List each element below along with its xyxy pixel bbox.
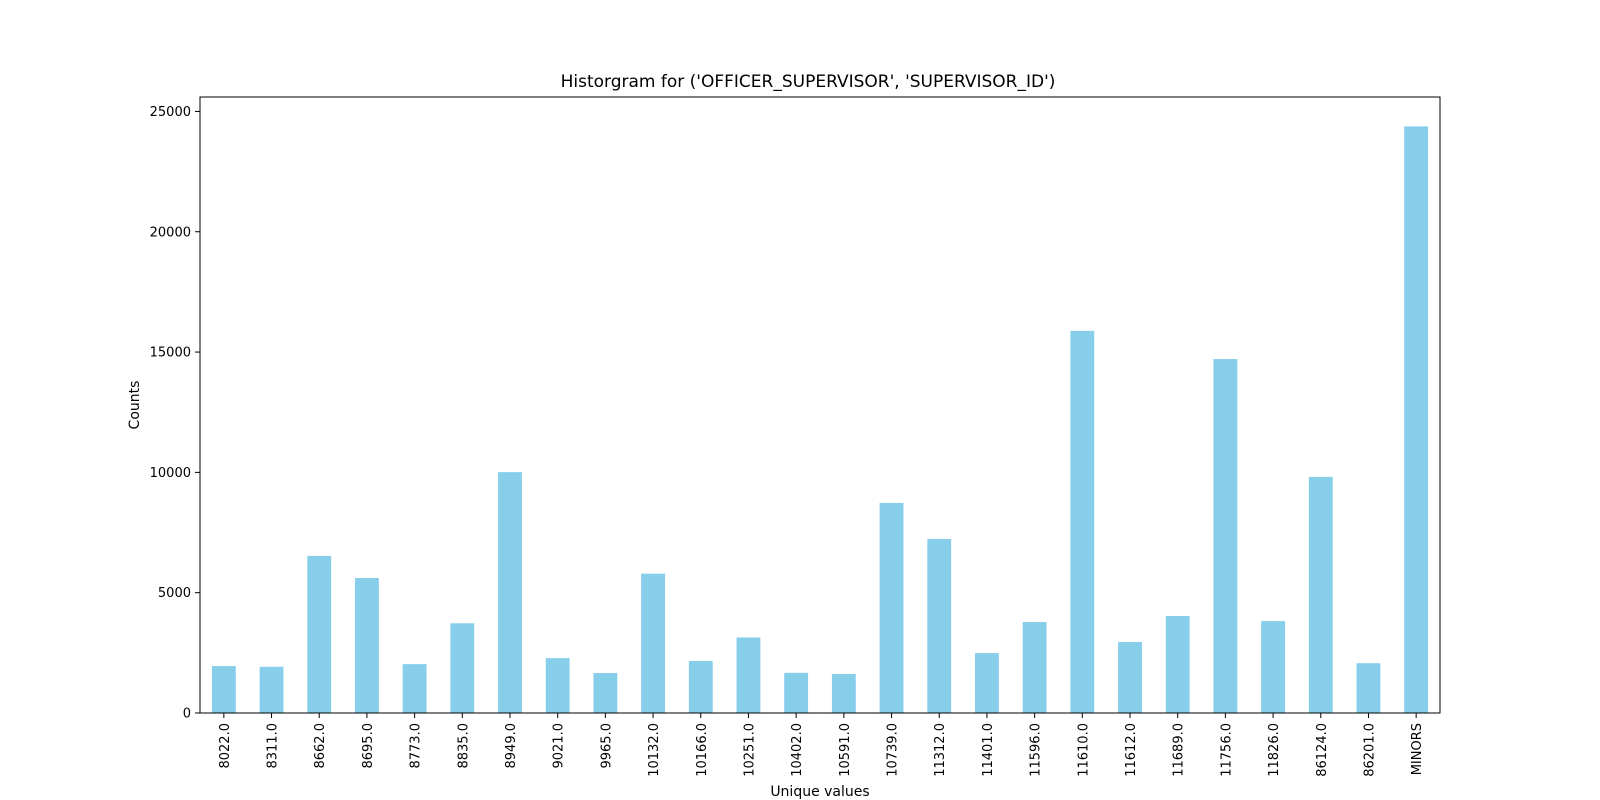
- x-tick-label: 10166.0: [695, 723, 710, 777]
- bar-86124.0: [1308, 476, 1333, 713]
- x-tick-label: 10739.0: [886, 723, 901, 777]
- bar-10739.0: [879, 502, 904, 713]
- x-tick-label: 8311.0: [266, 723, 281, 769]
- x-axis-ticks: 8022.0 8311.0 8662.0 8695.0 8773.0 8835.0 8949…: [218, 713, 1425, 777]
- bar-8022.0: [211, 666, 236, 713]
- x-tick-label: 11610.0: [1076, 723, 1091, 777]
- y-tick-label: 5000: [158, 586, 191, 601]
- bar-MINORS: [1404, 126, 1429, 714]
- bar-8949.0: [498, 472, 522, 713]
- bar-86201.0: [1356, 663, 1381, 713]
- y-tick-label: 20000: [150, 225, 191, 240]
- x-tick-label: 11401.0: [981, 723, 996, 777]
- bar-10166.0: [688, 661, 713, 713]
- chart-title: Historgram for ('OFFICER_SUPERVISOR', 'S…: [561, 72, 1056, 92]
- x-tick-label: 11312.0: [933, 723, 948, 777]
- y-tick-label: 25000: [150, 105, 191, 120]
- bars-group: [211, 126, 1429, 714]
- bar-11596.0: [1022, 622, 1047, 713]
- bar-10251.0: [736, 637, 761, 713]
- x-tick-label: 10251.0: [742, 723, 757, 777]
- x-tick-label: 11596.0: [1029, 723, 1044, 777]
- y-axis-ticks: 0 5000 10000 15000 20000 25000: [150, 105, 200, 722]
- bar-11312.0: [927, 539, 952, 713]
- x-tick-label: 10591.0: [838, 723, 853, 777]
- bar-11689.0: [1165, 616, 1190, 713]
- bar-10402.0: [784, 672, 809, 713]
- x-tick-label: 11612.0: [1124, 723, 1139, 777]
- x-tick-label: 10132.0: [647, 723, 662, 777]
- y-tick-label: 0: [183, 707, 191, 722]
- plot-frame: [199, 96, 1441, 714]
- x-tick-label: 11826.0: [1267, 723, 1282, 777]
- x-tick-label: 86201.0: [1362, 723, 1377, 777]
- bar-11826.0: [1261, 621, 1285, 713]
- x-tick-label: 8773.0: [409, 723, 424, 769]
- y-tick-label: 15000: [150, 346, 191, 361]
- bar-8773.0: [402, 664, 427, 713]
- x-tick-label: 86124.0: [1315, 723, 1330, 777]
- bar-10132.0: [641, 573, 665, 713]
- y-tick-label: 10000: [150, 466, 191, 481]
- x-tick-label: 8949.0: [504, 723, 519, 769]
- y-axis-label: Counts: [127, 381, 143, 430]
- bar-11612.0: [1118, 642, 1142, 713]
- x-tick-label: MINORS: [1410, 723, 1425, 775]
- x-tick-label: 8662.0: [313, 723, 328, 769]
- x-tick-label: 8695.0: [361, 723, 376, 769]
- bar-10591.0: [831, 674, 856, 713]
- bar-11610.0: [1070, 330, 1095, 713]
- x-tick-label: 10402.0: [790, 723, 805, 777]
- x-tick-label: 8022.0: [218, 723, 233, 769]
- x-tick-label: 8835.0: [456, 723, 471, 769]
- bar-11401.0: [975, 653, 999, 713]
- x-tick-label: 9965.0: [599, 723, 614, 769]
- x-tick-label: 11756.0: [1219, 723, 1234, 777]
- bar-8835.0: [450, 623, 475, 713]
- bar-9021.0: [545, 658, 570, 713]
- x-tick-label: 11689.0: [1172, 723, 1187, 777]
- bar-11756.0: [1213, 359, 1238, 713]
- bar-8311.0: [259, 666, 284, 713]
- bar-8695.0: [355, 578, 379, 713]
- bar-8662.0: [307, 555, 332, 713]
- bar-9965.0: [593, 673, 618, 713]
- x-tick-label: 9021.0: [552, 723, 567, 769]
- x-axis-label: Unique values: [770, 784, 869, 800]
